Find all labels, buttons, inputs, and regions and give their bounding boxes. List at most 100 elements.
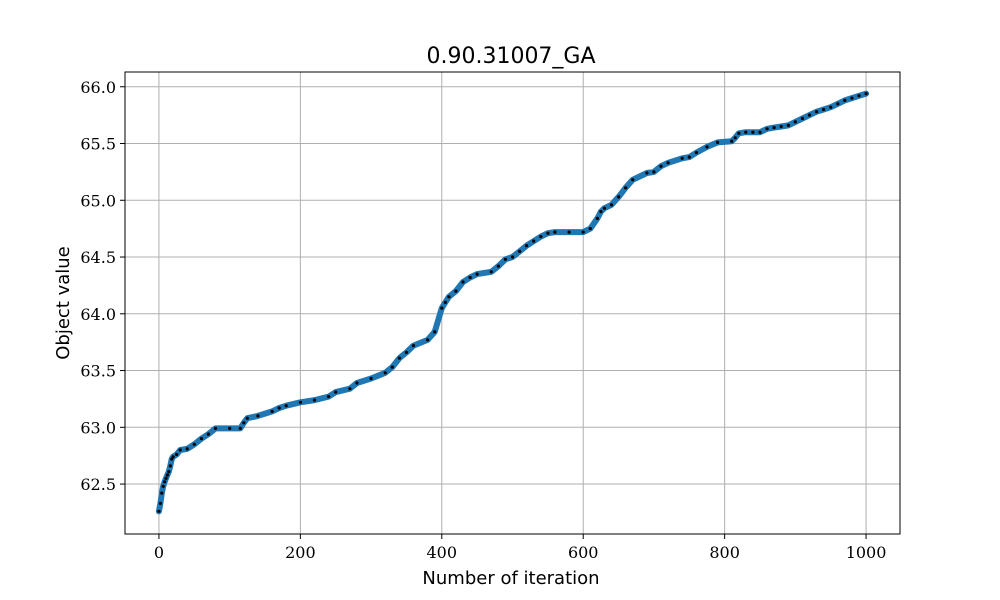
data-point (687, 155, 691, 159)
x-tick-label: 400 (427, 543, 458, 562)
data-point (355, 381, 359, 385)
data-point (443, 300, 447, 304)
data-point (312, 398, 317, 402)
x-tick-label: 200 (285, 543, 316, 562)
data-point (178, 448, 182, 452)
data-point (758, 130, 762, 134)
data-point (850, 96, 854, 100)
data-point (864, 92, 868, 96)
data-point (433, 330, 437, 334)
data-point (270, 409, 274, 413)
data-point (793, 120, 797, 124)
y-axis-label: Object value (53, 246, 74, 360)
data-point (716, 140, 720, 144)
data-point (327, 395, 331, 399)
data-point (167, 470, 171, 474)
data-point (503, 257, 507, 261)
data-point (666, 161, 670, 165)
data-point (645, 171, 649, 175)
data-point (277, 406, 281, 410)
data-point (829, 105, 833, 109)
data-point (213, 426, 218, 430)
data-point (245, 416, 249, 420)
data-point (228, 426, 232, 430)
plot-frame (124, 71, 901, 535)
data-point (447, 295, 451, 299)
data-point (256, 414, 260, 418)
y-tick-label: 65.5 (80, 135, 116, 154)
data-point (426, 338, 430, 342)
data-point (730, 139, 734, 143)
data-point (595, 216, 600, 220)
data-point (602, 206, 607, 210)
data-point (733, 136, 737, 140)
data-point (397, 356, 401, 360)
y-tick-label: 66.0 (80, 78, 116, 97)
series-layer (155, 90, 870, 515)
data-point (348, 387, 352, 391)
x-tick-label: 1000 (846, 543, 887, 562)
data-point (659, 164, 663, 168)
data-point (599, 210, 603, 214)
data-point (390, 365, 394, 369)
data-point (242, 421, 246, 425)
x-tick-label: 800 (709, 543, 740, 562)
data-point (489, 270, 493, 274)
data-point (800, 116, 805, 121)
data-point (807, 113, 812, 117)
data-point (238, 426, 242, 430)
data-point (652, 170, 656, 174)
data-point (168, 464, 172, 468)
data-point (165, 473, 169, 477)
data-point (334, 390, 338, 394)
data-point (857, 94, 861, 98)
data-point (164, 476, 168, 480)
y-tick-label: 65.0 (80, 191, 116, 210)
data-point (170, 457, 174, 461)
data-point (680, 156, 684, 160)
data-point (836, 102, 840, 106)
data-point (160, 491, 164, 495)
data-point (843, 98, 847, 102)
data-point (822, 107, 826, 112)
y-tick-label: 64.0 (80, 305, 116, 324)
data-point (440, 306, 444, 310)
data-point (192, 442, 196, 446)
data-point (705, 145, 709, 149)
data-point (737, 131, 741, 135)
data-point (496, 264, 500, 268)
chart-title: 0.90.31007_GA (426, 44, 595, 69)
data-point (694, 151, 699, 155)
y-tick-label: 63.0 (80, 418, 116, 437)
data-point (175, 452, 179, 457)
data-point (454, 289, 458, 293)
data-point (751, 130, 755, 134)
data-point (510, 255, 515, 259)
data-point (539, 235, 543, 239)
data-point (369, 376, 373, 381)
data-point (199, 437, 203, 441)
data-point (588, 227, 592, 231)
data-point (284, 404, 288, 408)
data-point (411, 344, 416, 348)
y-tick-label: 63.5 (80, 362, 116, 381)
data-point (475, 272, 479, 276)
data-point (765, 127, 769, 131)
data-point (786, 123, 790, 127)
data-point (518, 249, 522, 253)
x-tick-label: 0 (154, 543, 164, 562)
data-point (581, 230, 585, 234)
y-tick-label: 62.5 (80, 475, 116, 494)
data-point (163, 480, 167, 484)
data-point (383, 371, 387, 375)
data-point (772, 126, 776, 130)
data-point (779, 124, 783, 129)
data-point (157, 509, 161, 513)
data-point (161, 484, 165, 488)
data-point (404, 350, 408, 354)
data-point (468, 275, 472, 280)
y-tick-label: 64.5 (80, 248, 116, 267)
ticks: 0 200 400 600 800 1000 62.5 63.0 63.5 64.0 64.5 65.… (80, 78, 886, 562)
data-point (553, 230, 557, 234)
